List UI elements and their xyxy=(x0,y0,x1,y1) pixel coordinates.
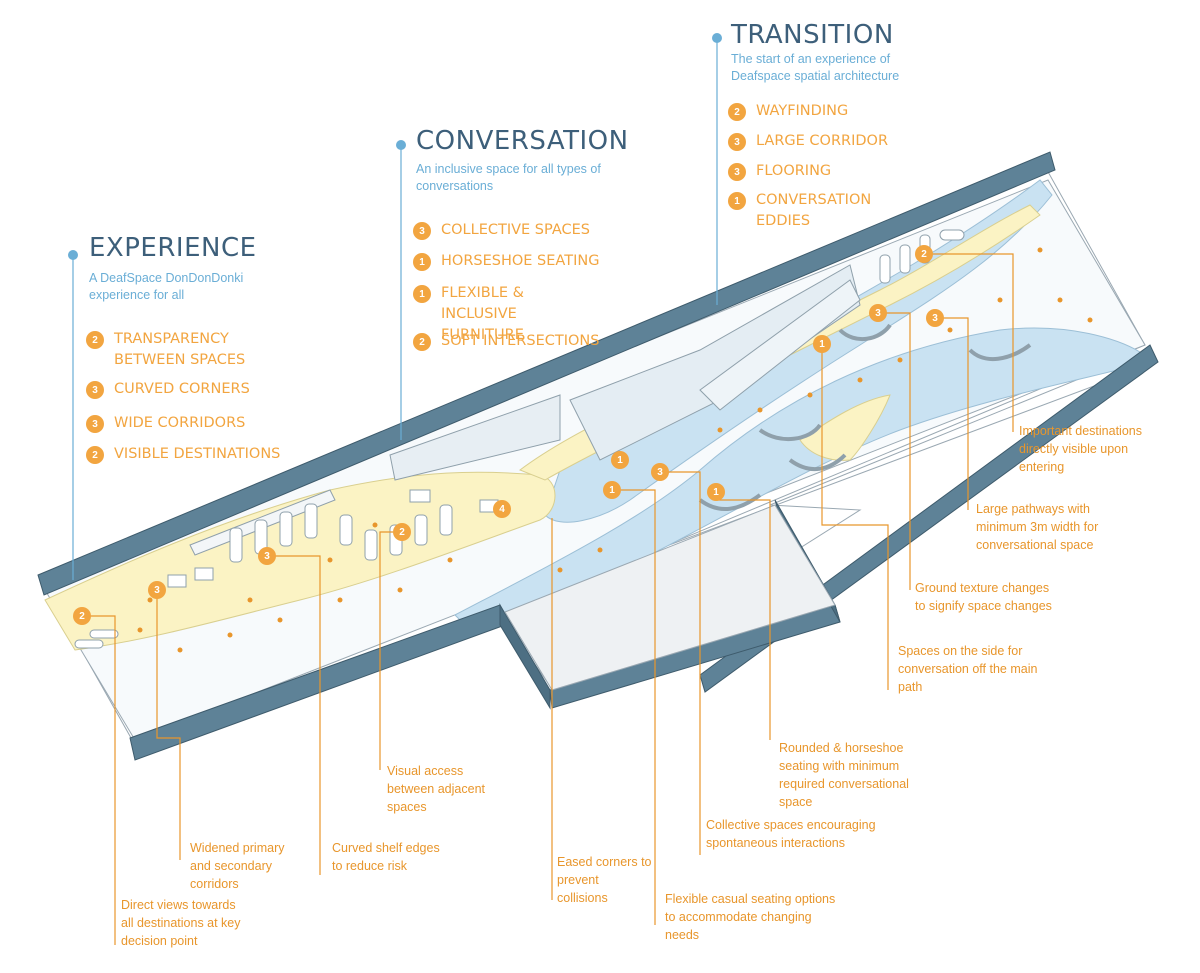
experience-subtitle: A DeafSpace DonDonDonki experience for a… xyxy=(89,271,244,302)
annotation-large-pathways: Large pathways with minimum 3m width for… xyxy=(976,502,1099,552)
feature-number-badge: 1 xyxy=(413,253,431,271)
annotation-flexible-seating: Flexible casual seating options to accom… xyxy=(665,892,836,942)
conversation-subtitle: An inclusive space for all types of conv… xyxy=(416,162,601,193)
feature-label: FLEXIBLE & INCLUSIVE FURNITURE xyxy=(441,285,524,343)
feature-number-badge: 2 xyxy=(413,333,431,351)
feature-label: FLOORING xyxy=(756,163,832,179)
feature-number-badge: 1 xyxy=(413,285,431,303)
transition-subtitle: The start of an experience of Deafspace … xyxy=(731,52,900,83)
feature-label: WIDE CORRIDORS xyxy=(114,415,246,431)
annotation-collective-spaces: Collective spaces encouraging spontaneou… xyxy=(706,818,876,850)
feature-number-badge: 1 xyxy=(728,192,746,210)
feature-number-badge: 2 xyxy=(728,103,746,121)
annotation-curved-shelf: Curved shelf edges to reduce risk xyxy=(332,841,440,873)
transition-feature-item: 1 CONVERSATION EDDIES xyxy=(728,190,918,232)
feature-label: LARGE CORRIDOR xyxy=(756,133,889,149)
experience-title: EXPERIENCE xyxy=(89,233,257,263)
annotation-ground-texture: Ground texture changes to signify space … xyxy=(915,581,1052,613)
plan-marker-badge: 1 xyxy=(611,451,629,469)
feature-number-badge: 2 xyxy=(86,331,104,349)
experience-feature-item: 2 TRANSPARENCY BETWEEN SPACES xyxy=(86,329,296,371)
feature-number-badge: 3 xyxy=(86,381,104,399)
feature-label: HORSESHOE SEATING xyxy=(441,253,600,269)
feature-number-badge: 3 xyxy=(728,163,746,181)
feature-number-badge: 3 xyxy=(413,222,431,240)
feature-label: VISIBLE DESTINATIONS xyxy=(114,446,281,462)
plan-marker-badge: 1 xyxy=(707,483,725,501)
transition-feature-item: 3 FLOORING xyxy=(728,161,918,182)
section-pointer-lines xyxy=(72,38,718,580)
plan-marker-badge: 4 xyxy=(493,500,511,518)
conversation-dot xyxy=(396,140,406,150)
notch-wall-left xyxy=(499,603,551,710)
leader-lines xyxy=(82,253,1014,945)
conversation-feature-item: 3 COLLECTIVE SPACES xyxy=(413,220,603,241)
feature-number-badge: 2 xyxy=(86,446,104,464)
annotation-rounded-seating: Rounded & horseshoe seating with minimum… xyxy=(779,741,909,809)
plan-marker-badge: 1 xyxy=(603,481,621,499)
conversation-feature-item: 1 HORSESHOE SEATING xyxy=(413,251,603,272)
curved-roof-block xyxy=(699,279,861,411)
conversation-feature-item: 1 FLEXIBLE & INCLUSIVE FURNITURE xyxy=(413,283,603,346)
feature-label: SOFT INTERSECTIONS xyxy=(441,333,600,349)
plan-marker-badge: 3 xyxy=(258,547,276,565)
transition-title: TRANSITION xyxy=(731,20,894,50)
plan-marker-badge: 3 xyxy=(926,309,944,327)
transition-feature-item: 3 LARGE CORRIDOR xyxy=(728,131,918,152)
back-wall xyxy=(37,151,1056,596)
annotation-side-spaces: Spaces on the side for conversation off … xyxy=(898,644,1038,694)
plan-marker-badge: 3 xyxy=(869,304,887,322)
feature-number-badge: 3 xyxy=(86,415,104,433)
plan-marker-badge: 2 xyxy=(393,523,411,541)
experience-feature-item: 3 WIDE CORRIDORS xyxy=(86,413,296,434)
annotation-important-destinations: Important destinations directly visible … xyxy=(1019,424,1142,474)
experience-feature-item: 2 VISIBLE DESTINATIONS xyxy=(86,444,296,465)
feature-label: COLLECTIVE SPACES xyxy=(441,222,590,238)
plan-marker-badge: 2 xyxy=(73,607,91,625)
yellow-zone-left xyxy=(44,471,556,651)
plan-marker-badge: 1 xyxy=(813,335,831,353)
people-figures xyxy=(137,247,1093,653)
transition-feature-item: 2 WAYFINDING xyxy=(728,101,918,122)
experience-feature-item: 3 CURVED CORNERS xyxy=(86,379,296,400)
plan-marker-badge: 2 xyxy=(915,245,933,263)
feature-label: WAYFINDING xyxy=(756,103,849,119)
conversation-feature-item: 2 SOFT INTERSECTIONS xyxy=(413,331,603,352)
horseshoe-seating xyxy=(698,323,1032,512)
feature-label: CONVERSATION EDDIES xyxy=(756,192,872,229)
conversation-title: CONVERSATION xyxy=(416,126,629,156)
annotation-direct-views: Direct views towards all destinations at… xyxy=(121,898,241,948)
transition-dot xyxy=(712,33,722,43)
feature-label: CURVED CORNERS xyxy=(114,381,250,397)
annotation-widened-corridors: Widened primary and secondary corridors xyxy=(190,841,285,891)
feature-label: TRANSPARENCY BETWEEN SPACES xyxy=(114,331,246,368)
back-building-tall xyxy=(569,264,861,461)
annotation-visual-access: Visual access between adjacent spaces xyxy=(387,764,485,814)
plan-marker-badge: 3 xyxy=(148,581,166,599)
annotation-eased-corners: Eased corners to prevent collisions xyxy=(557,855,652,905)
plan-marker-badge: 3 xyxy=(651,463,669,481)
notch-floor xyxy=(504,504,836,691)
back-building-block xyxy=(389,394,561,481)
shelf-units xyxy=(74,229,965,649)
experience-dot xyxy=(68,250,78,260)
feature-number-badge: 3 xyxy=(728,133,746,151)
